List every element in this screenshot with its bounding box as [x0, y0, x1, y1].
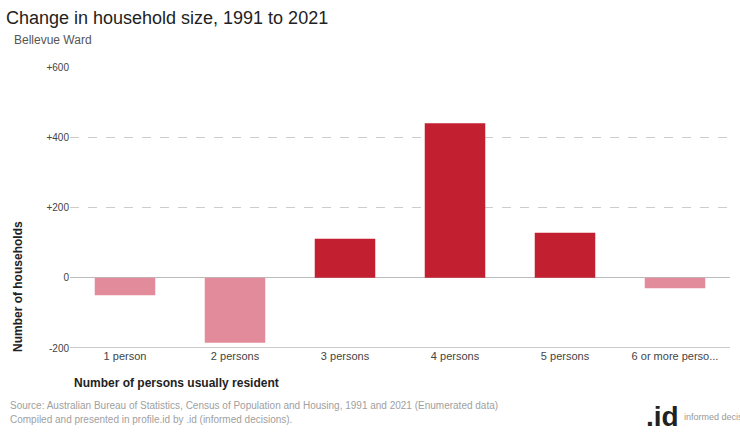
svg-text:4 persons: 4 persons [431, 350, 480, 362]
svg-text:Source: Australian Bureau of S: Source: Australian Bureau of Statistics,… [10, 400, 498, 411]
svg-text:-200: -200 [49, 343, 69, 354]
svg-text:informed decisions: informed decisions [684, 412, 740, 422]
svg-text:+600: +600 [46, 62, 69, 73]
svg-text:0: 0 [63, 272, 69, 283]
svg-text:.id: .id [646, 401, 679, 432]
svg-text:+200: +200 [46, 202, 69, 213]
svg-text:+400: +400 [46, 132, 69, 143]
svg-text:Number of households: Number of households [11, 221, 25, 352]
svg-text:Number of persons usually resi: Number of persons usually resident [74, 376, 279, 390]
svg-text:1 person: 1 person [104, 350, 147, 362]
svg-text:2 persons: 2 persons [211, 350, 260, 362]
svg-text:Change in household size, 1991: Change in household size, 1991 to 2021 [6, 8, 328, 28]
svg-text:Compiled and presented in prof: Compiled and presented in profile.id by … [10, 414, 292, 425]
svg-text:3 persons: 3 persons [321, 350, 370, 362]
svg-text:Bellevue Ward: Bellevue Ward [14, 33, 92, 47]
svg-text:5 persons: 5 persons [541, 350, 590, 362]
svg-text:6 or more perso...: 6 or more perso... [632, 350, 719, 362]
